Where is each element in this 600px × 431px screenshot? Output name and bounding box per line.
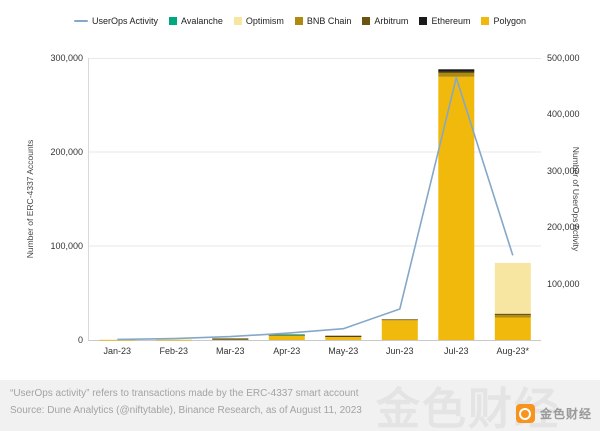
bar-segment-polygon [325, 336, 362, 340]
bar-segment-bnb-chain [438, 73, 475, 77]
legend-label: Arbitrum [374, 16, 409, 26]
footer-source: Source: Dune Analytics (@niftytable), Bi… [10, 405, 362, 416]
bar-segment-polygon [494, 317, 531, 340]
plot-svg [89, 58, 541, 341]
chart-legend: UserOps Activity Avalanche Optimism BNB Cha… [0, 16, 600, 26]
right-axis-tick: 200,000 [547, 222, 580, 233]
userops-activity-line [117, 76, 514, 341]
legend-item-avalanche: Avalanche [169, 16, 223, 26]
legend-item-bnb-chain: BNB Chain [294, 16, 352, 26]
x-axis-label: Aug-23* [496, 346, 530, 356]
bnb-chain-swatch-icon [294, 17, 303, 25]
legend-label: Optimism [245, 16, 284, 26]
x-axis-label: May-23 [328, 346, 359, 356]
right-axis-tick: 400,000 [547, 109, 580, 120]
bar-segment-arbitrum [381, 319, 418, 321]
legend-item-userops-activity: UserOps Activity [74, 16, 158, 26]
x-axis-label: Jun-23 [385, 346, 414, 356]
legend-label: Ethereum [431, 16, 471, 26]
legend-item-polygon: Polygon [481, 16, 526, 26]
bar-segment-ethereum [438, 69, 475, 72]
right-axis-tick: 300,000 [547, 165, 580, 176]
left-axis-tick: 200,000 [50, 147, 83, 157]
optimism-swatch-icon [233, 17, 242, 25]
plot-area: 0 100,000 200,000 300,000 100,000 200,000 300,… [50, 53, 579, 356]
footer-band [0, 380, 600, 431]
arbitrum-swatch-icon [362, 17, 371, 25]
bar-segment-arbitrum [438, 71, 475, 73]
left-axis-title: Number of ERC-4337 Accounts [25, 139, 35, 259]
polygon-swatch-icon [481, 17, 490, 25]
x-axis-label: Mar-23 [215, 346, 245, 356]
legend-label: UserOps Activity [92, 16, 159, 26]
right-axis-tick: 500,000 [547, 53, 580, 63]
legend-label: BNB Chain [306, 16, 352, 26]
userops-activity-swatch-icon [74, 20, 88, 22]
legend-item-ethereum: Ethereum [419, 16, 470, 26]
left-axis-tick: 100,000 [50, 241, 83, 251]
x-axis-label: Jul-23 [443, 346, 469, 356]
right-axis-tick: 100,000 [547, 278, 580, 289]
bar-segment-ethereum [212, 338, 249, 340]
bar-segment-ethereum [325, 335, 362, 337]
watermark: 金色财经 [515, 404, 592, 423]
legend-label: Polygon [493, 16, 526, 26]
x-axis-label: Feb-23 [159, 346, 189, 356]
x-axis-label: Apr-23 [273, 346, 301, 356]
bar-segment-polygon [155, 339, 192, 341]
avalanche-swatch-icon [169, 17, 178, 25]
bar-segment-optimism [494, 262, 531, 314]
jinse-logo-icon [515, 404, 535, 423]
bar-segment-avalanche [268, 334, 305, 336]
left-axis-tick: 0 [77, 335, 83, 345]
bar-segment-polygon [438, 76, 475, 341]
ethereum-swatch-icon [419, 17, 428, 25]
legend-label: Avalanche [181, 16, 223, 26]
bar-segment-polygon [268, 335, 305, 340]
footer-note: “UserOps activity” refers to transaction… [10, 388, 359, 399]
bar-segment-bnb-chain [494, 315, 531, 318]
watermark-text: 金色财经 [539, 407, 592, 421]
legend-item-optimism: Optimism [233, 16, 284, 26]
legend-item-arbitrum: Arbitrum [362, 16, 408, 26]
jinse-logo-ring [519, 407, 532, 420]
bar-segment-polygon [99, 339, 136, 341]
x-axis-label: Jan-23 [103, 346, 132, 356]
left-axis-tick: 300,000 [50, 53, 83, 63]
right-axis-title: Number of UserOps Activity [571, 146, 581, 252]
bar-segment-polygon [381, 320, 418, 340]
bar-segment-arbitrum [494, 313, 531, 316]
